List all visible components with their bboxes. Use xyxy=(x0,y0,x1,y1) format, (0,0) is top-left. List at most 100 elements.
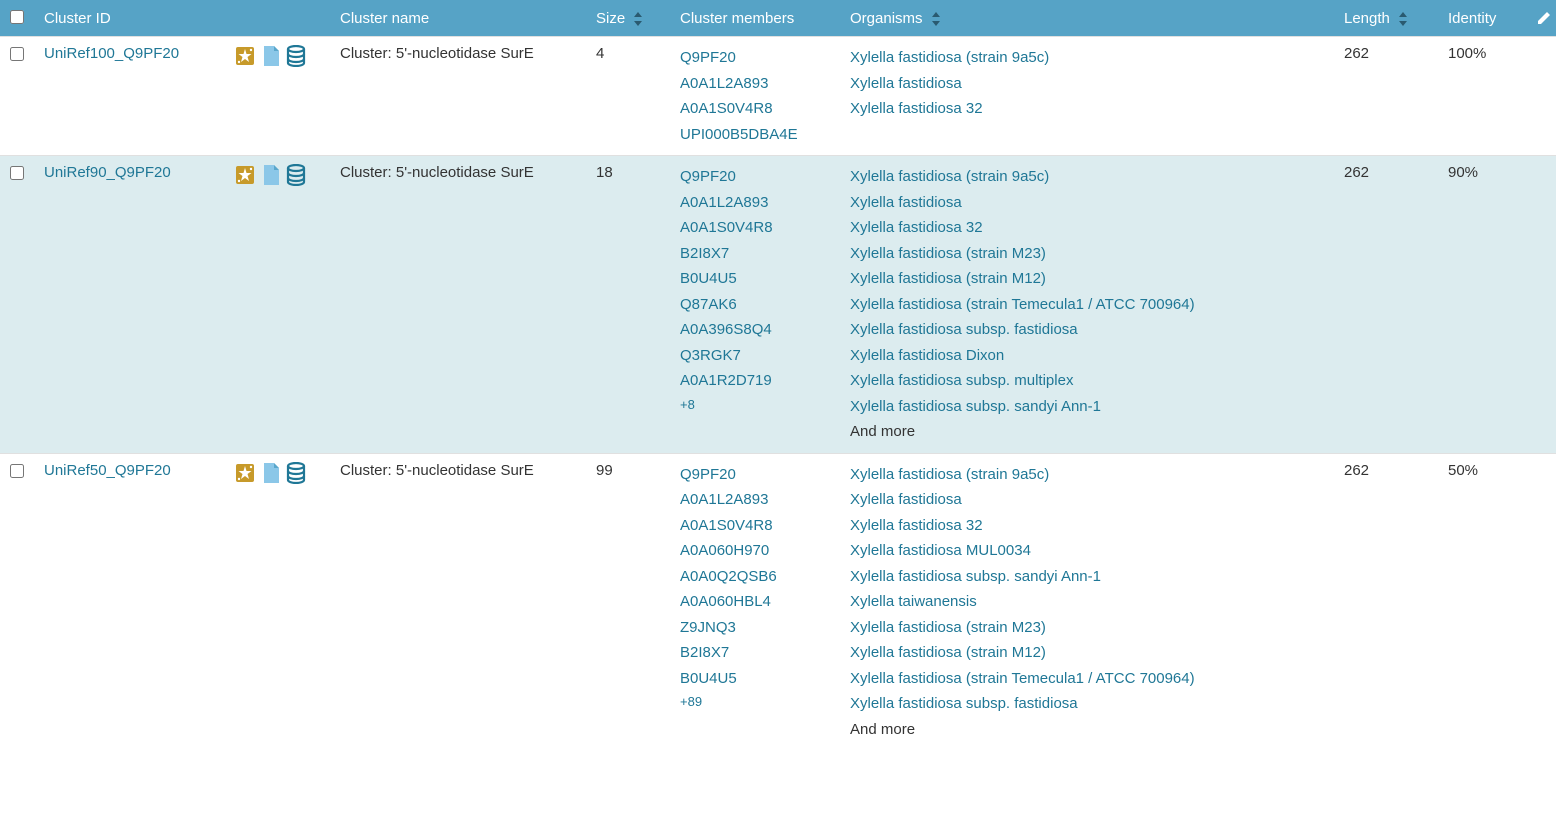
header-cluster-members[interactable]: Cluster members xyxy=(670,0,840,37)
cluster-id-link[interactable]: UniRef100_Q9PF20 xyxy=(44,45,179,62)
organism-link[interactable]: Xylella fastidiosa (strain 9a5c) xyxy=(850,462,1324,488)
sparkle-icon[interactable] xyxy=(234,164,256,190)
header-size[interactable]: Size xyxy=(586,0,670,37)
row-checkbox[interactable] xyxy=(10,166,24,180)
organism-link[interactable]: Xylella fastidiosa 32 xyxy=(850,96,1324,122)
organism-link[interactable]: Xylella fastidiosa (strain Temecula1 / A… xyxy=(850,666,1324,692)
action-icons-cell xyxy=(224,453,330,750)
organism-link[interactable]: Xylella fastidiosa (strain M23) xyxy=(850,615,1324,641)
file-icon[interactable] xyxy=(262,462,280,488)
organism-link[interactable]: Xylella fastidiosa subsp. multiplex xyxy=(850,368,1324,394)
organism-link[interactable]: Xylella fastidiosa subsp. sandyi Ann-1 xyxy=(850,564,1324,590)
organism-link[interactable]: Xylella fastidiosa 32 xyxy=(850,215,1324,241)
member-link[interactable]: B2I8X7 xyxy=(680,640,830,666)
header-label: Cluster members xyxy=(680,10,794,27)
organism-link[interactable]: Xylella fastidiosa subsp. fastidiosa xyxy=(850,691,1324,717)
organism-link[interactable]: Xylella fastidiosa xyxy=(850,190,1324,216)
sort-icon[interactable] xyxy=(1398,12,1408,26)
organism-link[interactable]: Xylella fastidiosa (strain M12) xyxy=(850,640,1324,666)
sort-icon[interactable] xyxy=(931,12,941,26)
identity-cell: 100% xyxy=(1438,37,1526,156)
header-row: Cluster ID Cluster name Size Cluster mem… xyxy=(0,0,1556,37)
member-link[interactable]: Q9PF20 xyxy=(680,164,830,190)
size-cell: 99 xyxy=(586,453,670,750)
organism-link[interactable]: Xylella fastidiosa subsp. fastidiosa xyxy=(850,317,1324,343)
member-link[interactable]: A0A1S0V4R8 xyxy=(680,513,830,539)
database-icon[interactable] xyxy=(286,45,306,71)
member-link[interactable]: Q9PF20 xyxy=(680,462,830,488)
member-link[interactable]: B2I8X7 xyxy=(680,241,830,267)
uniref-table: Cluster ID Cluster name Size Cluster mem… xyxy=(0,0,1556,750)
header-organisms[interactable]: Organisms xyxy=(840,0,1334,37)
member-link[interactable]: A0A1S0V4R8 xyxy=(680,215,830,241)
cluster-name-cell: Cluster: 5'-nucleotidase SurE xyxy=(330,156,586,454)
sparkle-icon[interactable] xyxy=(234,462,256,488)
member-link[interactable]: A0A1L2A893 xyxy=(680,487,830,513)
organism-link[interactable]: Xylella fastidiosa 32 xyxy=(850,513,1324,539)
header-cluster-id[interactable]: Cluster ID xyxy=(34,0,224,37)
member-link[interactable]: A0A060HBL4 xyxy=(680,589,830,615)
organism-link[interactable]: Xylella taiwanensis xyxy=(850,589,1324,615)
header-label: Length xyxy=(1344,10,1390,27)
organism-link[interactable]: Xylella fastidiosa xyxy=(850,487,1324,513)
organisms-more: And more xyxy=(850,419,1324,445)
header-identity[interactable]: Identity xyxy=(1438,0,1526,37)
table-row: UniRef100_Q9PF20Cluster: 5'-nucleotidase… xyxy=(0,37,1556,156)
organism-link[interactable]: Xylella fastidiosa (strain 9a5c) xyxy=(850,45,1324,71)
header-select-all[interactable] xyxy=(0,0,34,37)
header-edit-columns[interactable] xyxy=(1526,0,1556,37)
row-checkbox[interactable] xyxy=(10,464,24,478)
organisms-more: And more xyxy=(850,717,1324,743)
organism-link[interactable]: Xylella fastidiosa xyxy=(850,71,1324,97)
pencil-icon[interactable] xyxy=(1536,10,1546,26)
cluster-id-link[interactable]: UniRef90_Q9PF20 xyxy=(44,164,171,181)
header-label: Size xyxy=(596,10,625,27)
member-link[interactable]: A0A1S0V4R8 xyxy=(680,96,830,122)
member-link[interactable]: Q87AK6 xyxy=(680,292,830,318)
identity-cell: 50% xyxy=(1438,453,1526,750)
length-cell: 262 xyxy=(1334,37,1438,156)
sort-icon[interactable] xyxy=(633,12,643,26)
identity-cell: 90% xyxy=(1438,156,1526,454)
organism-link[interactable]: Xylella fastidiosa Dixon xyxy=(850,343,1324,369)
cluster-id-link[interactable]: UniRef50_Q9PF20 xyxy=(44,462,171,479)
member-link[interactable]: B0U4U5 xyxy=(680,266,830,292)
member-link[interactable]: Q9PF20 xyxy=(680,45,830,71)
organism-link[interactable]: Xylella fastidiosa MUL0034 xyxy=(850,538,1324,564)
length-cell: 262 xyxy=(1334,156,1438,454)
member-link[interactable]: Q3RGK7 xyxy=(680,343,830,369)
edit-cell xyxy=(1526,156,1556,454)
member-link[interactable]: A0A1R2D719 xyxy=(680,368,830,394)
members-more-link[interactable]: +89 xyxy=(680,691,830,713)
table-row: UniRef50_Q9PF20Cluster: 5'-nucleotidase … xyxy=(0,453,1556,750)
member-link[interactable]: A0A060H970 xyxy=(680,538,830,564)
size-cell: 18 xyxy=(586,156,670,454)
organism-link[interactable]: Xylella fastidiosa (strain M23) xyxy=(850,241,1324,267)
member-link[interactable]: B0U4U5 xyxy=(680,666,830,692)
header-cluster-name[interactable]: Cluster name xyxy=(330,0,586,37)
row-select-cell xyxy=(0,453,34,750)
sparkle-icon[interactable] xyxy=(234,45,256,71)
member-link[interactable]: A0A0Q2QSB6 xyxy=(680,564,830,590)
organism-link[interactable]: Xylella fastidiosa subsp. sandyi Ann-1 xyxy=(850,394,1324,420)
organism-link[interactable]: Xylella fastidiosa (strain 9a5c) xyxy=(850,164,1324,190)
header-length[interactable]: Length xyxy=(1334,0,1438,37)
file-icon[interactable] xyxy=(262,45,280,71)
member-link[interactable]: A0A1L2A893 xyxy=(680,71,830,97)
select-all-checkbox[interactable] xyxy=(10,10,24,24)
database-icon[interactable] xyxy=(286,164,306,190)
member-link[interactable]: A0A396S8Q4 xyxy=(680,317,830,343)
organism-link[interactable]: Xylella fastidiosa (strain M12) xyxy=(850,266,1324,292)
organism-link[interactable]: Xylella fastidiosa (strain Temecula1 / A… xyxy=(850,292,1324,318)
database-icon[interactable] xyxy=(286,462,306,488)
member-link[interactable]: A0A1L2A893 xyxy=(680,190,830,216)
members-more-link[interactable]: +8 xyxy=(680,394,830,416)
file-icon[interactable] xyxy=(262,164,280,190)
length-cell: 262 xyxy=(1334,453,1438,750)
member-link[interactable]: Z9JNQ3 xyxy=(680,615,830,641)
row-select-cell xyxy=(0,37,34,156)
member-link[interactable]: UPI000B5DBA4E xyxy=(680,122,830,148)
edit-cell xyxy=(1526,37,1556,156)
row-checkbox[interactable] xyxy=(10,47,24,61)
header-icons xyxy=(224,0,330,37)
